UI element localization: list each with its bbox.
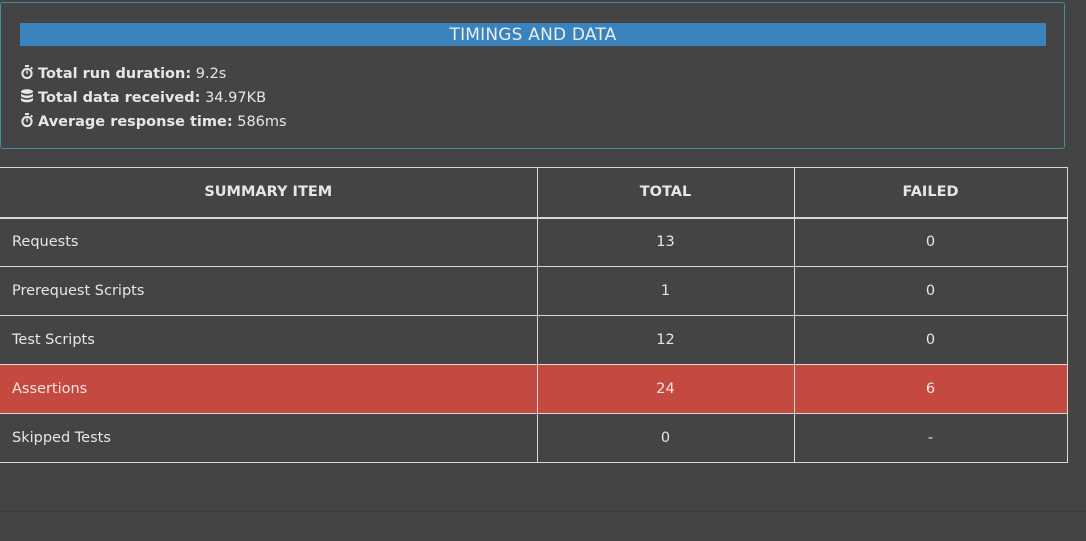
timings-header: TIMINGS AND DATA — [20, 23, 1046, 46]
timing-row-average-response-time: Average response time: 586ms — [20, 111, 287, 133]
summary-item-cell: Prerequest Scripts — [0, 266, 538, 316]
total-cell: 0 — [536, 413, 795, 463]
summary-item-cell: Assertions — [0, 364, 538, 414]
failed-cell: 6 — [793, 364, 1068, 414]
total-cell: 12 — [536, 315, 795, 365]
timing-value: 9.2s — [195, 66, 227, 82]
failed-cell: - — [793, 413, 1068, 463]
timing-row-total-data-received: Total data received: 34.97KB — [20, 87, 266, 109]
total-cell: 1 — [536, 266, 795, 316]
stopwatch-icon — [21, 113, 34, 128]
table-row: Skipped Tests 0 - — [0, 413, 1068, 463]
column-header-summary-item: SUMMARY ITEM — [0, 167, 538, 219]
column-header-failed: FAILED — [793, 167, 1068, 219]
summary-table: SUMMARY ITEM TOTAL FAILED Requests 13 0 … — [0, 167, 1068, 463]
database-icon — [21, 89, 33, 103]
summary-item-cell: Requests — [0, 217, 538, 267]
table-row-failed: Assertions 24 6 — [0, 364, 1068, 414]
summary-item-cell: Test Scripts — [0, 315, 538, 365]
failed-cell: 0 — [793, 217, 1068, 267]
timing-row-total-run-duration: Total run duration: 9.2s — [20, 63, 226, 85]
summary-item-cell: Skipped Tests — [0, 413, 538, 463]
total-cell: 24 — [536, 364, 795, 414]
total-cell: 13 — [536, 217, 795, 267]
timing-label: Total run duration: — [38, 66, 192, 82]
failed-cell: 0 — [793, 315, 1068, 365]
timing-label: Average response time: — [38, 114, 233, 130]
timings-card: TIMINGS AND DATA Total run duration: 9.2… — [0, 2, 1065, 149]
table-row: Requests 13 0 — [0, 217, 1068, 267]
bottom-divider — [0, 511, 1086, 512]
column-header-total: TOTAL — [536, 167, 795, 219]
table-header-row: SUMMARY ITEM TOTAL FAILED — [0, 167, 1068, 219]
timing-label: Total data received: — [38, 90, 201, 106]
failed-cell: 0 — [793, 266, 1068, 316]
table-row: Prerequest Scripts 1 0 — [0, 266, 1068, 316]
table-row: Test Scripts 12 0 — [0, 315, 1068, 365]
timing-value: 34.97KB — [205, 90, 267, 106]
timing-value: 586ms — [237, 114, 287, 130]
stopwatch-icon — [21, 65, 34, 80]
